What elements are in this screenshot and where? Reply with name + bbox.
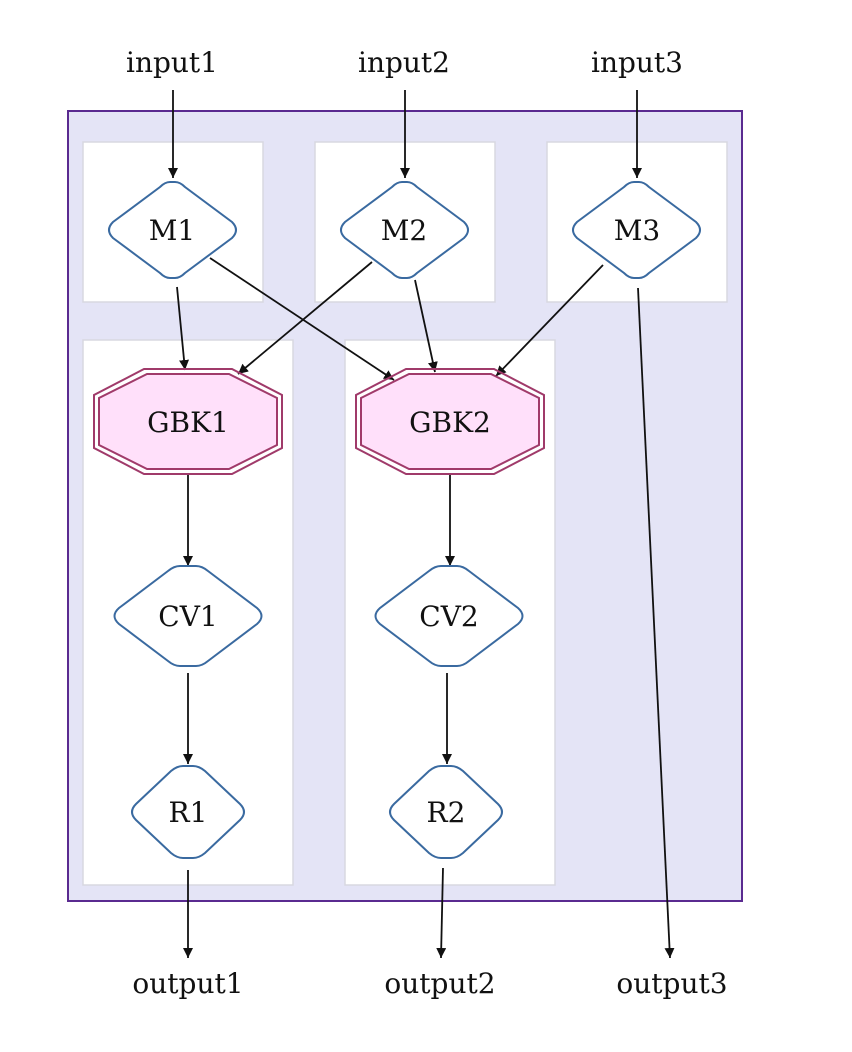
output1-label: output1	[132, 967, 243, 1000]
node-m3[interactable]: M3	[572, 181, 701, 279]
node-m3-label: M3	[614, 214, 660, 247]
edge-r2-output2	[436, 867, 447, 959]
edge-m2-gbk1	[237, 261, 373, 375]
node-r1-label: R1	[169, 796, 208, 829]
edges	[168, 90, 675, 959]
input1-label: input1	[126, 46, 218, 79]
edge-m3-gbk2	[495, 264, 604, 377]
node-m1-label: M1	[149, 214, 195, 247]
edge-m1-gbk2	[209, 257, 395, 381]
node-m2-label: M2	[381, 214, 427, 247]
node-gbk1[interactable]: GBK1	[93, 368, 283, 475]
output2-label: output2	[384, 967, 495, 1000]
node-cv2-label: CV2	[419, 600, 478, 633]
node-gbk2[interactable]: GBK2	[355, 368, 545, 475]
node-r1[interactable]: R1	[131, 765, 245, 859]
node-m2[interactable]: M2	[340, 181, 469, 279]
node-r2-label: R2	[427, 796, 466, 829]
node-cv1[interactable]: CV1	[113, 565, 263, 667]
output3-label: output3	[616, 967, 727, 1000]
input3-label: input3	[591, 46, 683, 79]
node-r2[interactable]: R2	[389, 765, 503, 859]
edge-m3-output3	[637, 287, 675, 959]
edge-m2-gbk2	[414, 279, 438, 373]
input2-label: input2	[358, 46, 450, 79]
node-gbk2-label: GBK2	[409, 406, 491, 439]
node-cv2[interactable]: CV2	[374, 565, 524, 667]
node-m1[interactable]: M1	[108, 181, 237, 279]
node-gbk1-label: GBK1	[147, 406, 229, 439]
edge-m1-gbk1	[176, 286, 190, 371]
node-cv1-label: CV1	[158, 600, 217, 633]
